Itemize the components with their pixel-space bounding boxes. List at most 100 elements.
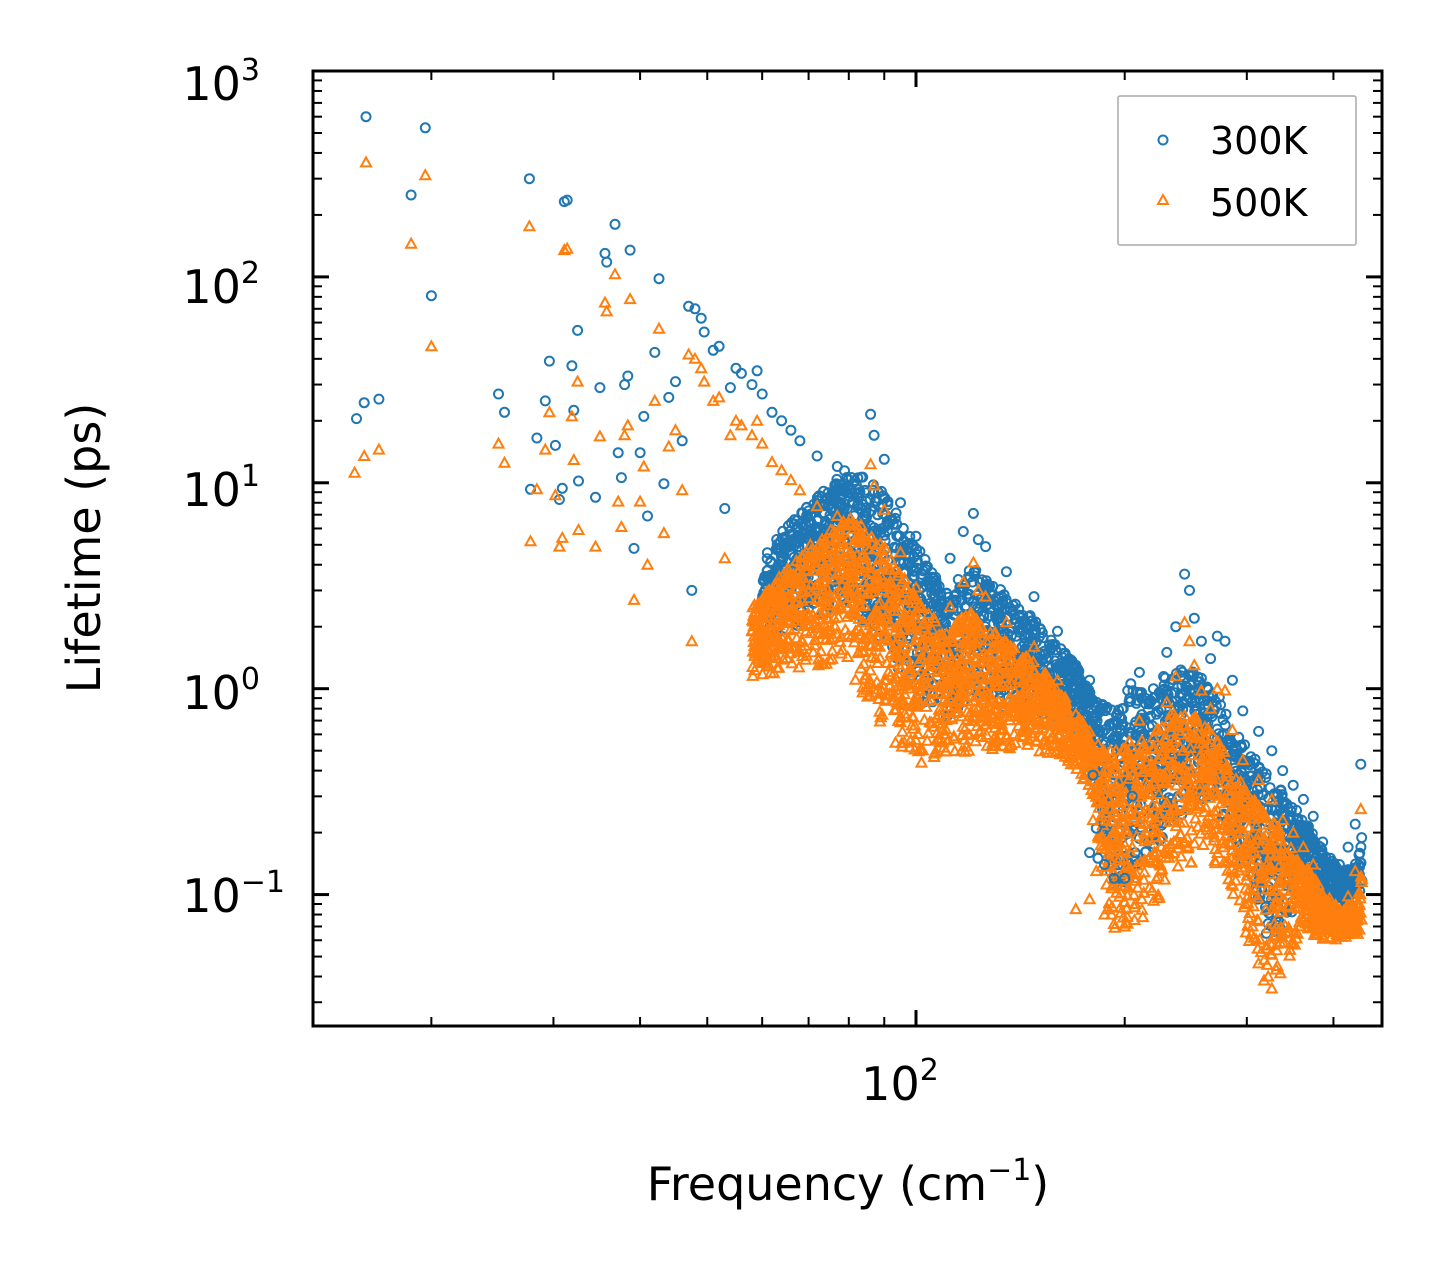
data-point-500k [815,582,829,595]
data-point-300k [1356,832,1368,844]
data-point-500k [1276,926,1290,939]
data-point-300k [1284,811,1296,823]
data-point-500k [848,672,863,685]
data-point-300k [860,495,872,507]
data-point-500k [1010,661,1025,674]
data-point-500k [1272,888,1287,901]
data-point-500k [928,614,942,627]
data-point-500k [873,536,887,549]
data-point-300k [789,514,800,526]
data-point-500k [981,670,995,683]
data-point-500k [859,632,873,645]
data-point-500k [1355,874,1369,887]
data-point-300k [889,512,901,524]
data-point-500k [877,672,892,685]
data-point-500k [811,652,826,665]
data-point-500k [1229,772,1243,785]
data-point-500k [1178,767,1193,780]
data-point-500k [1051,727,1065,740]
data-point-500k [1185,797,1199,810]
data-point-500k [1114,905,1128,918]
data-point-500k [968,634,983,647]
data-point-300k [904,556,916,568]
data-point-500k [1033,685,1048,698]
data-point-300k [1197,694,1209,706]
data-point-500k [791,594,805,607]
data-point-500k [1308,918,1322,931]
data-point-500k [1107,757,1122,770]
data-point-500k [1240,852,1254,865]
data-point-500k [910,628,924,641]
data-point-500k [1094,841,1109,854]
data-point-500k [1058,749,1072,762]
data-point-500k [1110,853,1125,866]
data-point-500k [911,744,926,757]
data-point-500k [935,723,949,736]
data-point-500k [1239,873,1253,886]
data-point-500k [1220,863,1235,876]
data-point-300k [1123,696,1135,707]
data-point-500k [759,593,774,606]
data-point-500k [856,546,870,559]
data-point-500k [1129,829,1144,842]
data-point-500k [814,644,828,657]
data-point-300k [852,472,864,484]
data-point-500k [1027,677,1041,690]
data-point-500k [1078,765,1093,778]
data-point-500k [1250,890,1265,903]
data-point-300k [1281,798,1293,810]
data-point-500k [1239,809,1253,822]
data-point-500k [939,667,953,680]
data-point-500k [983,714,998,727]
data-point-500k [913,644,927,657]
data-point-500k [1176,743,1191,756]
data-point-500k [893,661,907,674]
data-point-500k [774,642,788,655]
data-point-300k [993,591,1005,603]
data-point-500k [1242,933,1256,946]
data-point-500k [1276,935,1291,948]
data-point-500k [896,695,910,708]
data-point-500k [1199,800,1213,813]
data-point-300k [848,498,860,510]
data-point-500k [806,645,820,658]
data-point-300k [897,522,909,534]
data-point-500k [870,575,884,588]
data-point-300k [1160,694,1172,706]
data-point-500k [970,719,984,732]
data-point-500k [1137,764,1151,777]
data-point-500k [787,621,802,634]
data-point-500k [1126,768,1140,781]
data-point-500k [1247,882,1261,895]
data-point-500k [1225,812,1239,825]
data-point-500k [1038,734,1052,747]
data-point-500k [1104,781,1119,794]
data-point-300k [1236,741,1248,753]
data-point-500k [1250,912,1264,925]
data-point-500k [851,597,866,610]
data-point-500k [1138,825,1153,838]
data-point-500k [1131,801,1145,814]
data-point-500k [988,720,1002,733]
data-point-500k [1095,775,1110,788]
data-point-500k [991,715,1006,728]
data-point-500k [818,546,832,559]
data-point-300k [1026,615,1038,627]
data-point-300k [771,534,783,545]
data-point-500k [1181,756,1195,769]
data-point-500k [1273,857,1287,870]
data-point-500k [1203,790,1217,803]
data-point-300k [777,525,789,537]
data-point-300k [969,567,981,579]
data-point-500k [902,607,917,620]
data-point-500k [770,603,784,616]
data-point-500k [1226,886,1240,899]
data-point-500k [862,626,877,639]
data-point-500k [807,633,822,646]
data-point-500k [1112,773,1126,786]
data-point-500k [1110,831,1125,844]
data-point-500k [1206,749,1220,762]
data-point-500k [834,533,849,546]
data-point-500k [1008,736,1022,749]
